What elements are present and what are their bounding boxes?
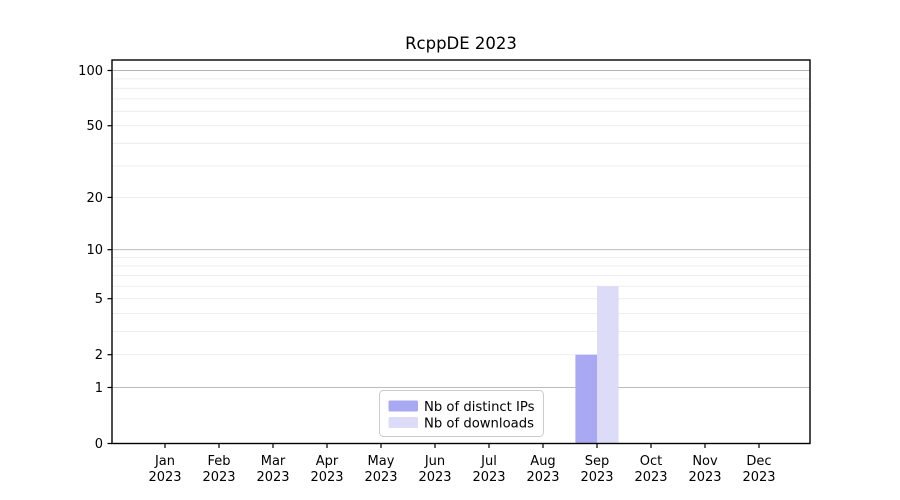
x-axis-year-label: 2023	[526, 470, 559, 485]
x-axis-month-label: Dec	[746, 454, 771, 469]
x-axis-month-label: Jun	[424, 454, 445, 469]
bar-distinct-ips	[575, 354, 597, 444]
y-axis-tick-label: 100	[78, 64, 103, 79]
x-axis-month-label: Aug	[530, 454, 555, 469]
x-axis-year-label: 2023	[310, 470, 343, 485]
x-axis-month-label: May	[368, 454, 395, 469]
x-axis-month-label: Sep	[585, 454, 610, 469]
x-axis-month-label: Mar	[261, 454, 286, 469]
chart-title: RcppDE 2023	[405, 34, 517, 53]
x-axis-month-label: Apr	[316, 454, 339, 469]
x-axis-month-label: Nov	[692, 454, 718, 469]
y-axis-tick-label: 5	[95, 292, 103, 307]
x-axis-month-label: Feb	[207, 454, 230, 469]
y-axis-tick-label: 50	[86, 119, 103, 134]
legend-swatch-distinct-ips	[388, 400, 418, 412]
y-axis-tick-label: 20	[86, 191, 103, 206]
x-axis-year-label: 2023	[418, 470, 451, 485]
x-axis-year-label: 2023	[742, 470, 775, 485]
legend-label-downloads: Nb of downloads	[424, 417, 534, 432]
y-axis-tick-label: 0	[95, 437, 103, 452]
x-axis-year-label: 2023	[202, 470, 235, 485]
y-axis-tick-label: 1	[95, 381, 103, 396]
x-axis-year-label: 2023	[472, 470, 505, 485]
y-axis-tick-label: 2	[95, 348, 103, 363]
y-axis-tick-label: 10	[86, 243, 103, 258]
x-axis-year-label: 2023	[580, 470, 613, 485]
legend-label-distinct-ips: Nb of distinct IPs	[424, 400, 535, 415]
plot-border	[111, 59, 811, 445]
x-axis-year-label: 2023	[688, 470, 721, 485]
x-axis-year-label: 2023	[364, 470, 397, 485]
x-axis-year-label: 2023	[148, 470, 181, 485]
x-axis-month-label: Jul	[480, 454, 497, 469]
bar-downloads	[597, 286, 619, 444]
legend-swatch-downloads	[388, 417, 418, 428]
x-axis-year-label: 2023	[256, 470, 289, 485]
legend-box	[379, 390, 544, 437]
x-axis-month-label: Oct	[640, 454, 662, 469]
x-axis-year-label: 2023	[634, 470, 667, 485]
x-axis-month-label: Jan	[154, 454, 175, 469]
